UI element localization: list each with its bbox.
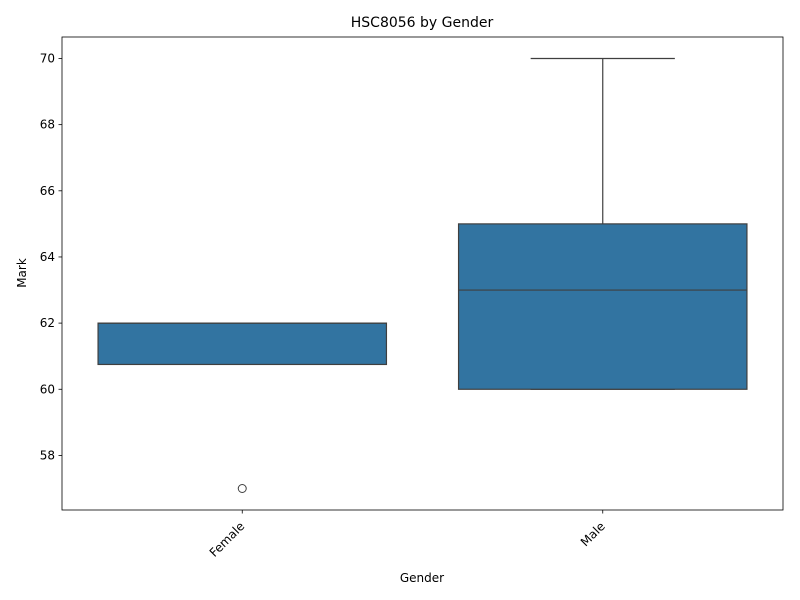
outlier-point [237,484,247,493]
y-tick-label: 62 [40,316,55,330]
y-tick-label: 68 [40,118,55,132]
y-axis-label: Mark [15,258,29,288]
x-tick-label: Female [207,519,248,560]
y-tick-label: 70 [40,52,55,66]
y-tick-label: 66 [40,184,55,198]
plot-frame [61,36,784,511]
chart-title: HSC8056 by Gender [351,15,494,31]
y-tick-label: 58 [40,448,55,462]
x-axis-label: Gender [400,571,444,585]
y-tick-label: 64 [40,250,55,264]
x-tick-label: Male [578,519,608,549]
box-female [97,322,388,366]
y-tick-label: 60 [40,382,55,396]
box-male [457,223,748,390]
